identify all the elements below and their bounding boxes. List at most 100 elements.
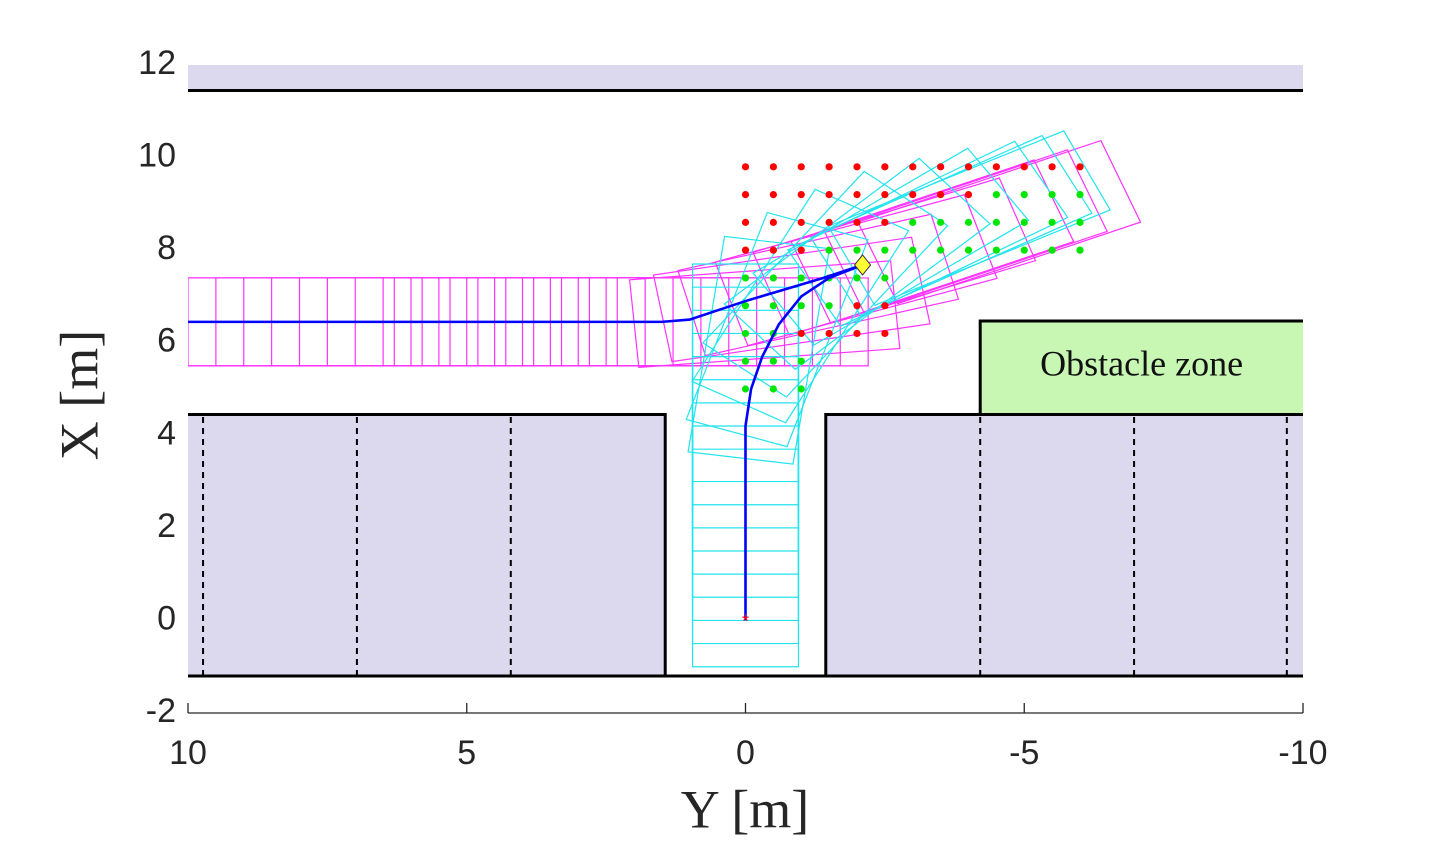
start-marker: *: [742, 611, 749, 631]
grid-point: [769, 274, 777, 282]
grid-point: [937, 246, 945, 254]
grid-point: [797, 385, 805, 393]
x-tick-label: -5: [1009, 734, 1039, 772]
grid-point: [797, 357, 805, 365]
grid-point: [909, 191, 917, 199]
boundary-line: [978, 319, 1303, 414]
grid-point: [1020, 218, 1028, 226]
region: [188, 65, 1303, 91]
grid-point: [853, 274, 861, 282]
x-tick-label: 10: [169, 734, 207, 772]
grid-point: [825, 246, 833, 254]
grid-point: [741, 191, 750, 199]
grid-point: [1020, 246, 1028, 254]
grid-point: [769, 385, 777, 393]
grid-point: [769, 246, 777, 254]
grid-point: [909, 218, 917, 226]
vehicle-footprint: [701, 170, 949, 398]
grid-point: [1076, 246, 1084, 254]
grid-point: [825, 191, 833, 199]
grid-point: [769, 191, 777, 199]
grid-point: [741, 329, 750, 338]
vehicle-footprint: [827, 130, 1112, 307]
axes: 10 5 0 -5 -10 -2 0 2 4 6 8 10 12: [138, 44, 1327, 772]
y-tick-label: 6: [157, 322, 176, 360]
grid-point: [797, 191, 805, 199]
grid-point: [769, 357, 777, 365]
grid-point: [1076, 218, 1084, 226]
grid-point: [881, 191, 889, 199]
grid-point: [1048, 218, 1056, 226]
x-tick-label: 0: [736, 734, 755, 772]
y-tick-label: 10: [138, 137, 176, 175]
y-tick-label: 0: [157, 599, 176, 637]
grid-point: [1048, 163, 1056, 171]
y-tick-label: 2: [157, 507, 176, 545]
grid-point: [797, 218, 805, 226]
goal-marker: [853, 254, 872, 276]
grid-point: [797, 329, 805, 338]
grid-point: [741, 246, 750, 254]
vehicle-footprint: [786, 140, 1069, 327]
x-axis-label: Y [m]: [681, 779, 809, 839]
y-axis-label: X [m]: [49, 330, 109, 460]
grid-point: [741, 357, 750, 365]
grid-point: [825, 163, 833, 171]
grid-point: [853, 218, 861, 226]
vehicle-footprint: [857, 139, 1142, 305]
grid-point: [1076, 191, 1084, 199]
grid-point: [825, 302, 833, 310]
grid-point: [741, 302, 750, 310]
region: [825, 414, 1303, 676]
grid-point: [1076, 163, 1084, 171]
grid-point: [797, 163, 805, 171]
vehicle-footprint: [723, 157, 991, 371]
grid-point: [741, 274, 750, 282]
y-tick-label: -2: [146, 692, 176, 730]
grid-point: [741, 163, 750, 171]
x-tick-label: 5: [457, 734, 476, 772]
grid-point: [881, 163, 889, 171]
x-tick-label: -10: [1278, 734, 1327, 772]
vehicle-footprint: [605, 277, 869, 367]
grid-point: [881, 329, 889, 338]
y-tick-label: 12: [138, 44, 176, 82]
grid-point: [964, 163, 973, 171]
region-label: Obstacle zone: [1040, 343, 1243, 383]
grid-point: [797, 302, 805, 310]
grid-point: [937, 163, 945, 171]
grid-point: [797, 246, 805, 254]
grid-point: [853, 163, 861, 171]
grid-point: [964, 218, 973, 226]
y-tick-label: 8: [157, 229, 176, 267]
vehicle-footprint: [685, 211, 869, 448]
vehicle-footprint: [714, 194, 998, 347]
grid-point: [992, 246, 1000, 254]
grid-point: [1048, 246, 1056, 254]
grid-point: [769, 302, 777, 310]
vehicle-footprint: [823, 149, 1108, 314]
vehicle-footprint: [790, 159, 1075, 324]
vehicle-footprint: [687, 235, 831, 465]
plot-area: *: [188, 65, 1303, 678]
grid-point: [797, 274, 805, 282]
region: [980, 320, 1303, 414]
grid-point: [881, 274, 889, 282]
grid-point: [769, 218, 777, 226]
grid-point: [741, 218, 750, 226]
boundary-line: [824, 412, 1303, 676]
grid-point: [853, 246, 861, 254]
grid-point: [937, 218, 945, 226]
grid-point: [853, 191, 861, 199]
y-tick-label: 4: [157, 414, 176, 452]
grid-point: [881, 302, 889, 310]
boundary-line: [188, 412, 667, 676]
grid-point: [881, 246, 889, 254]
grid-point: [909, 246, 917, 254]
grid-point: [825, 218, 833, 226]
grid-point: [1020, 163, 1028, 171]
grid-point: [937, 191, 945, 199]
grid-point: [992, 218, 1000, 226]
grid-point: [964, 246, 973, 254]
